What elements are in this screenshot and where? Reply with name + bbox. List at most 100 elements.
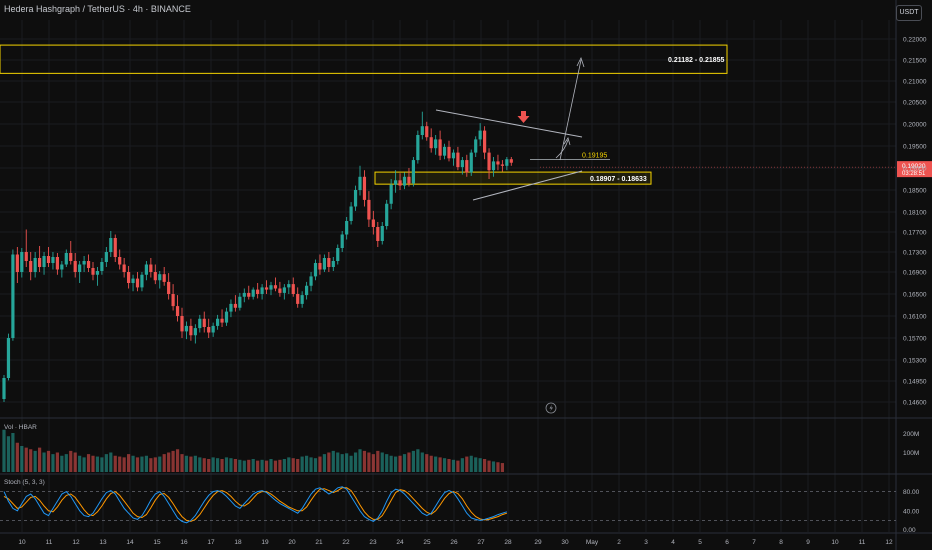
volume-bar	[46, 450, 51, 472]
time-tick-label: 28	[504, 539, 512, 546]
candle-body	[135, 278, 140, 288]
volume-bar	[322, 454, 326, 472]
candle-body	[29, 261, 33, 272]
volume-bar	[20, 446, 24, 472]
volume-bar	[149, 458, 153, 472]
candle-body	[20, 252, 24, 272]
time-tick-label: 12	[885, 539, 893, 546]
candle-body	[429, 137, 433, 149]
volume-bar	[313, 458, 318, 472]
volume-bar	[465, 456, 469, 472]
time-tick-label: 18	[234, 539, 242, 546]
candle-body	[86, 261, 91, 268]
candle-body	[144, 264, 148, 275]
candle-body	[456, 152, 460, 168]
candle-body	[46, 256, 51, 263]
volume-bar	[460, 458, 464, 472]
candle-body	[180, 316, 184, 332]
candle-body	[162, 274, 166, 282]
candle-body	[251, 289, 255, 297]
candle-body	[291, 284, 295, 294]
time-tick-label: 19	[261, 539, 269, 546]
candle-body	[122, 264, 126, 272]
time-tick-label: 17	[207, 539, 215, 546]
candle-body	[6, 338, 11, 378]
volume-bar	[483, 459, 487, 472]
volume-bar	[251, 459, 255, 472]
volume-bar	[491, 461, 496, 472]
volume-bar	[95, 456, 100, 472]
candle-body	[282, 287, 286, 293]
candle-body	[358, 176, 362, 190]
candle-body	[509, 159, 513, 163]
volume-bar	[238, 459, 242, 472]
volume-bar	[474, 457, 478, 472]
candle-body	[447, 146, 451, 159]
candle-body	[100, 262, 104, 271]
volume-bar	[171, 450, 175, 472]
volume-bar	[224, 457, 229, 472]
candle-body	[451, 152, 456, 159]
price-tick-label: 0.14950	[903, 379, 927, 386]
candle-body	[487, 152, 491, 171]
candle-body	[269, 285, 273, 290]
candle-body	[51, 257, 55, 263]
price-tick-label: 0.22000	[903, 37, 927, 44]
volume-bar	[216, 458, 220, 472]
time-tick-label: 21	[315, 539, 323, 546]
volume-bar	[207, 459, 211, 472]
price-tick-label: 0.19000	[903, 166, 927, 173]
candle-body	[296, 294, 300, 304]
candle-body	[371, 219, 375, 227]
currency-button[interactable]: USDT	[896, 5, 922, 21]
volume-bar	[371, 454, 375, 472]
stoch-d-line	[3, 487, 508, 522]
time-tick-label: 30	[561, 539, 569, 546]
volume-bar	[127, 454, 131, 472]
candle-body	[38, 258, 42, 267]
volume-bar	[256, 460, 260, 472]
candle-body	[189, 325, 193, 336]
candle-body	[167, 281, 171, 294]
candle-body	[229, 303, 233, 312]
candle-body	[416, 135, 420, 161]
price-tick-label: 0.18100	[903, 210, 927, 217]
price-tick-label: 0.16900	[903, 270, 927, 277]
volume-bar	[118, 456, 122, 472]
candle-body	[202, 318, 206, 327]
price-badge-value: 0.19020	[902, 163, 926, 170]
time-tick-label: 5	[698, 539, 702, 546]
candle-body	[15, 254, 19, 272]
volume-bar	[24, 447, 28, 472]
time-tick-label: 23	[369, 539, 377, 546]
candle-body	[380, 226, 384, 241]
volume-bar	[345, 453, 349, 472]
candle-body	[153, 272, 157, 281]
volume-bar	[362, 450, 367, 472]
candle-body	[140, 274, 144, 288]
volume-bar	[487, 460, 491, 472]
candle-body	[411, 160, 415, 184]
candle-body	[193, 328, 197, 336]
volume-bar	[140, 456, 144, 472]
candle-body	[55, 257, 59, 270]
volume-bar	[500, 463, 504, 472]
candle-body	[184, 325, 189, 332]
candle-body	[278, 288, 282, 293]
volume-bar	[162, 454, 166, 472]
price-tick-label: 0.17300	[903, 250, 927, 257]
volume-bar	[64, 454, 68, 472]
price-tick-label: 0.21000	[903, 79, 927, 86]
volume-bar	[55, 452, 59, 472]
volume-bar	[434, 456, 438, 472]
candle-body	[109, 238, 113, 252]
candle-body	[327, 258, 331, 267]
volume-bar	[340, 454, 344, 472]
time-tick-label: 20	[288, 539, 296, 546]
candle-body	[478, 130, 482, 140]
price-tick-label: 0.16500	[903, 292, 927, 299]
candle-body	[345, 221, 349, 235]
candle-body	[420, 126, 424, 135]
